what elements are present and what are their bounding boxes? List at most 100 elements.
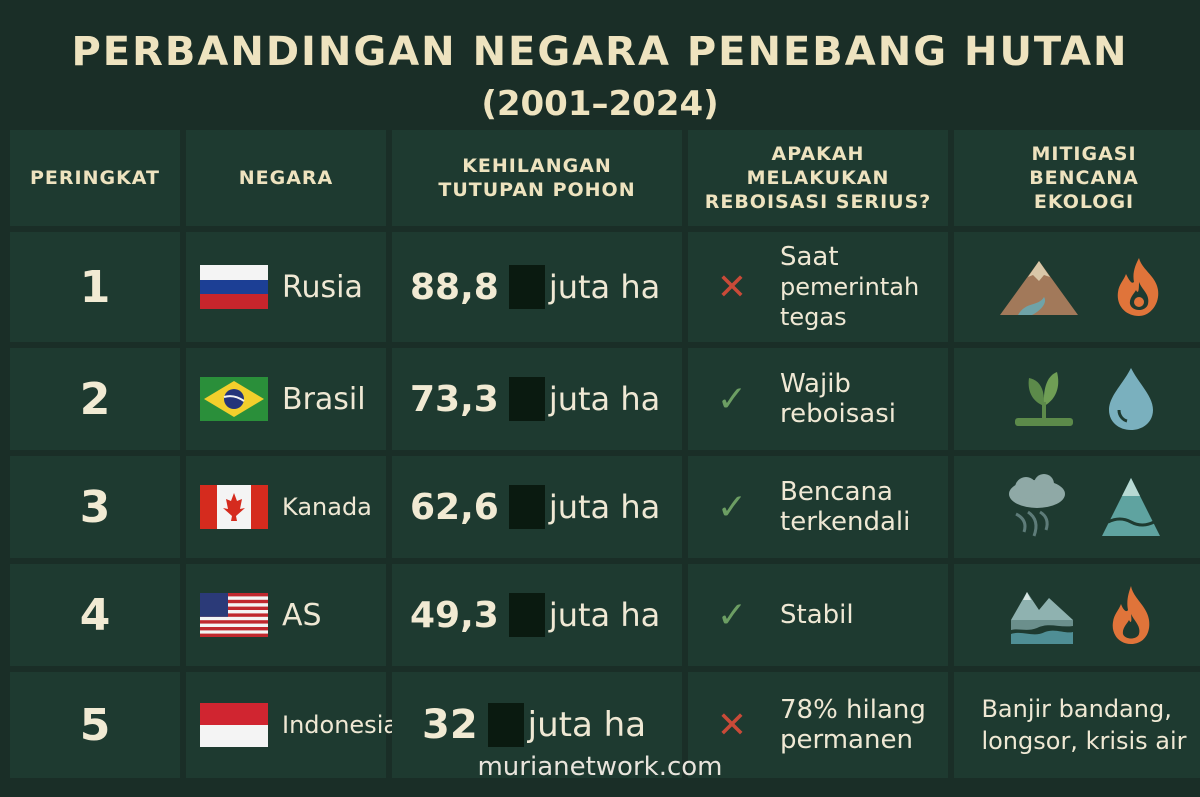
table-row-1-loss: 88,8 juta ha [392, 232, 682, 342]
rank-number: 5 [79, 699, 111, 751]
reforestation-text: Bencana terkendali [780, 477, 910, 537]
header-loss-line1: KEHILANGAN [462, 155, 612, 177]
header-loss: KEHILANGAN TUTUPAN POHON [392, 130, 682, 226]
table-row-2-reforestation: ✓ Wajib reboisasi [688, 348, 948, 450]
table-row-1-reforestation: ✕ Saat pemerintah tegas [688, 232, 948, 342]
brazil-flag-icon [200, 377, 268, 421]
table-row-4-country: AS [186, 564, 386, 666]
country-name: Rusia [282, 269, 363, 305]
table-row-3-reforestation: ✓ Bencana terkendali [688, 456, 948, 558]
reb-line2: pemerintah [780, 273, 920, 301]
rank-number: 1 [79, 261, 111, 313]
russia-flag-icon [200, 265, 268, 309]
header-country-label: NEGARA [238, 167, 334, 189]
loss-value: 62,6 [410, 486, 499, 528]
table-row-3-loss: 62,6 juta ha [392, 456, 682, 558]
table-row-1-country: Rusia [186, 232, 386, 342]
table-row-2-country: Brasil [186, 348, 386, 450]
loss-unit: juta ha [548, 380, 661, 418]
check-icon: ✓ [716, 486, 748, 528]
rank-number: 3 [79, 481, 111, 533]
table-row-5-country: Indonesia [186, 672, 398, 778]
header-mit-line3: EKOLOGI [1033, 191, 1135, 213]
table-row-2-mitigation [954, 348, 1200, 450]
loss-unit: juta ha [527, 705, 647, 745]
reb-line1: Stabil [780, 600, 854, 630]
header-reb-line3: REBOISASI SERIUS? [704, 191, 932, 213]
indonesia-flag-icon [200, 703, 268, 747]
check-icon: ✓ [716, 378, 748, 420]
cross-icon: ✕ [716, 266, 748, 308]
reb-line2: reboisasi [780, 399, 896, 429]
fire-icon [1112, 586, 1150, 644]
table-row-4-mitigation [954, 564, 1200, 666]
header-loss-line2: TUTUPAN POHON [438, 179, 636, 201]
fire-icon [1117, 258, 1159, 316]
table-row-3-mitigation [954, 456, 1200, 558]
header-rank: PERINGKAT [10, 130, 180, 226]
mitigation-text: Banjir bandang, longsor, krisis air [981, 693, 1186, 757]
reb-line2: terkendali [780, 507, 911, 537]
rank-number: 4 [79, 589, 111, 641]
page-subtitle: (2001–2024) [481, 84, 719, 124]
loss-unit: juta ha [548, 596, 661, 634]
header-rank-label: PERINGKAT [29, 167, 160, 189]
mit-line2: longsor, krisis air [981, 727, 1187, 755]
loss-value: 88,8 [410, 266, 499, 308]
table-row-4-loss: 49,3 juta ha [392, 564, 682, 666]
reforestation-text: Saat pemerintah tegas [780, 242, 919, 332]
reb-line1: 78% hilang [780, 695, 926, 725]
mountain-icon [1000, 261, 1078, 315]
sprout-icon [1015, 372, 1073, 426]
check-icon: ✓ [716, 594, 748, 636]
page-title: PERBANDINGAN NEGARA PENEBANG HUTAN [71, 29, 1129, 75]
usa-flag-icon [200, 593, 268, 637]
comparison-table: PERINGKAT NEGARA KEHILANGAN TUTUPAN POHO… [10, 130, 1200, 778]
country-name: Kanada [282, 493, 372, 521]
water-drop-icon [1109, 368, 1153, 430]
rank-number: 2 [79, 373, 111, 425]
loss-unit: juta ha [548, 488, 661, 526]
reb-line2: permanen [780, 725, 913, 755]
table-row-4-reforestation: ✓ Stabil [688, 564, 948, 666]
reforestation-text: Wajib reboisasi [780, 369, 896, 429]
table-row-3-country: Kanada [186, 456, 386, 558]
reforestation-text: 78% hilang permanen [780, 695, 926, 755]
table-row-1-mitigation [954, 232, 1200, 342]
country-name: Brasil [282, 381, 366, 417]
reb-line1: Bencana [780, 477, 893, 507]
reforestation-text: Stabil [780, 600, 854, 630]
loss-value: 32 [422, 702, 478, 748]
table-row-2-loss: 73,3 juta ha [392, 348, 682, 450]
table-row-1-rank: 1 [10, 232, 180, 342]
redaction-box [508, 377, 545, 421]
reb-line1: Saat [780, 242, 839, 272]
redaction-box [487, 703, 524, 747]
table-row-4-rank: 4 [10, 564, 180, 666]
header-country: NEGARA [186, 130, 386, 226]
reb-line1: Wajib [780, 369, 851, 399]
header-reb-line1: APAKAH [771, 143, 865, 165]
header-reb-line2: MELAKUKAN [746, 167, 890, 189]
storm-cloud-icon [1009, 474, 1065, 537]
loss-value: 49,3 [410, 594, 499, 636]
redaction-box [508, 265, 545, 309]
loss-unit: juta ha [548, 268, 661, 306]
table-row-2-rank: 2 [10, 348, 180, 450]
table-row-5-reforestation: ✕ 78% hilang permanen [688, 672, 948, 778]
water-pyramid-icon [1102, 478, 1160, 536]
flood-landscape-icon [1011, 592, 1073, 644]
redaction-box [508, 485, 545, 529]
loss-value: 73,3 [410, 378, 499, 420]
table-row-3-rank: 3 [10, 456, 180, 558]
redaction-box [508, 593, 545, 637]
canada-flag-icon [200, 485, 268, 529]
header-mitigation: MITIGASI BENCANA EKOLOGI [954, 130, 1200, 226]
table-row-5-rank: 5 [10, 672, 180, 778]
header-mit-line1: MITIGASI [1031, 143, 1137, 165]
table-row-5-mitigation: Banjir bandang, longsor, krisis air [954, 672, 1200, 778]
header-reforestation: APAKAH MELAKUKAN REBOISASI SERIUS? [688, 130, 948, 226]
cross-icon: ✕ [716, 704, 748, 746]
reb-line3: tegas [780, 303, 847, 331]
